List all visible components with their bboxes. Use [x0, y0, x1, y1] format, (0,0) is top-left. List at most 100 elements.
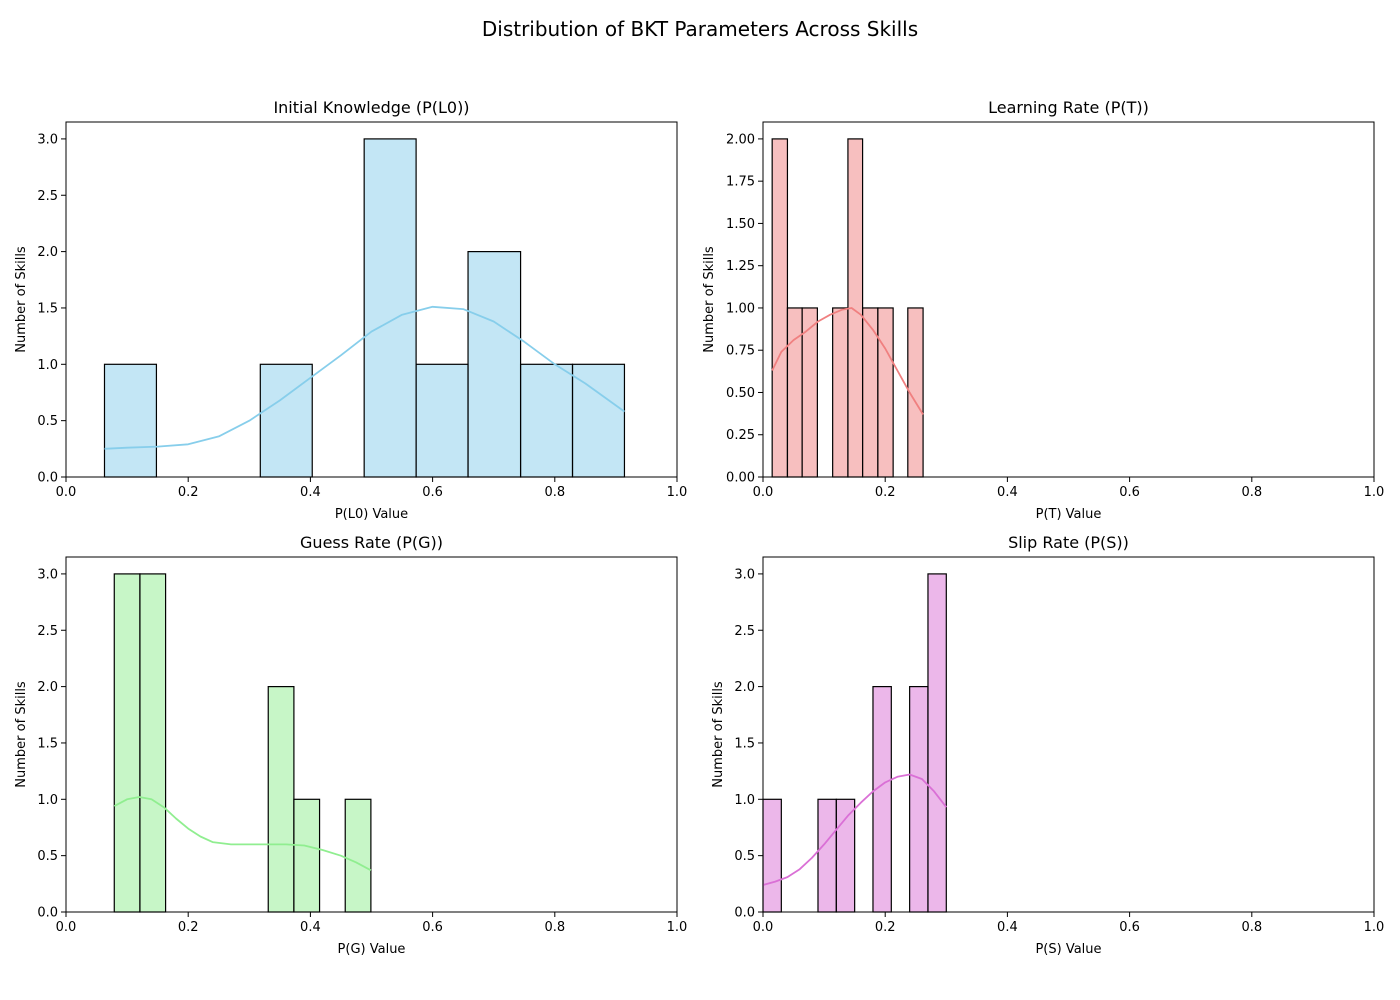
y-tick-label: 2.0 [37, 245, 58, 260]
y-tick-label: 2.5 [37, 189, 58, 204]
y-tick-label: 0.0 [734, 906, 755, 921]
histogram-bar-7 [872, 686, 892, 913]
x-tick-label: 0.8 [544, 485, 565, 500]
x-axis-label: P(S) Value [1035, 942, 1101, 957]
subplot-initial-knowledge: Initial Knowledge (P(L0)) 0.0 0.2 0.4 0.6 0.8… [14, 98, 687, 522]
histogram-bar-8 [877, 307, 894, 478]
x-tick-label: 1.0 [1364, 920, 1385, 935]
histogram-bar-8 [467, 251, 522, 478]
y-tick-label: 1.5 [734, 736, 755, 751]
x-tick-label: 0.0 [56, 920, 77, 935]
histogram-bar-8 [293, 798, 321, 913]
histogram-bar-2 [786, 307, 803, 478]
y-tick-label: 2.5 [734, 624, 755, 639]
x-tick-label: 0.6 [422, 920, 443, 935]
x-tick-label: 0.4 [300, 920, 321, 935]
x-tick-label: 0.4 [300, 485, 321, 500]
x-axis-ticks: 0.0 0.2 0.4 0.6 0.8 1.0 [56, 912, 688, 935]
subplot-slip-rate: Slip Rate (P(S)) 0.0 0.2 0.4 0.6 0.8 1.0 0.0 0.5… [711, 533, 1384, 957]
histogram-bar-1 [113, 573, 141, 913]
y-tick-label: 1.5 [37, 736, 58, 751]
x-tick-label: 0.8 [1241, 485, 1262, 500]
axes-frame [65, 556, 678, 913]
x-tick-label: 0.8 [544, 920, 565, 935]
kde-curve [104, 305, 626, 450]
axes-frame [762, 121, 1375, 478]
histogram-bar-1 [103, 363, 158, 478]
subplots: Initial Knowledge (P(L0)) 0.0 0.2 0.4 0.6 0.8… [14, 98, 1384, 957]
y-tick-label: 1.5 [37, 301, 58, 316]
histogram-bars [103, 138, 626, 478]
x-tick-label: 0.0 [753, 485, 774, 500]
subplot-learning-rate: Learning Rate (P(T))0.0 0.2 0.4 0.6 0.8 1.00.… [702, 98, 1384, 522]
x-tick-label: 0.2 [875, 920, 896, 935]
histogram-bar-5 [832, 307, 849, 478]
y-tick-label: 0.0 [37, 471, 58, 486]
y-tick-label: 3.0 [37, 567, 58, 582]
kde-curve [762, 773, 948, 886]
x-axis-ticks: 0.0 0.2 0.4 0.6 0.8 1.0 [753, 477, 1385, 500]
y-axis-label: Number of Skills [702, 246, 717, 353]
x-axis-ticks: 0.0 0.2 0.4 0.6 0.8 1.0 [56, 477, 688, 500]
y-tick-label: 0.5 [734, 849, 755, 864]
histogram-bar-2 [139, 573, 167, 913]
subplot-title: Learning Rate (P(T)) [988, 98, 1149, 117]
x-axis-ticks: 0.0 0.2 0.4 0.6 0.8 1.0 [753, 912, 1385, 935]
histogram-bar-10 [927, 573, 947, 913]
y-tick-label: 1.75 [726, 175, 755, 190]
x-tick-label: 0.6 [1119, 485, 1140, 500]
x-tick-label: 1.0 [667, 920, 688, 935]
y-axis-label: Number of Skills [14, 681, 29, 788]
x-tick-label: 0.6 [1119, 920, 1140, 935]
y-tick-label: 1.0 [37, 358, 58, 373]
x-tick-label: 0.2 [178, 485, 199, 500]
y-tick-label: 0.50 [726, 386, 755, 401]
histogram-bars [113, 573, 372, 913]
y-axis-ticks: 0.0 0.5 1.0 1.5 2.0 2.5 3.0 [37, 567, 66, 921]
axes-frame [65, 121, 678, 478]
y-tick-label: 0.5 [37, 414, 58, 429]
histogram-bar-10 [344, 798, 372, 913]
subplot-title: Slip Rate (P(S)) [1008, 533, 1129, 552]
x-tick-label: 0.2 [875, 485, 896, 500]
histogram-bar-10 [571, 363, 626, 478]
y-tick-label: 0.00 [726, 471, 755, 486]
y-tick-label: 3.0 [734, 567, 755, 582]
y-tick-label: 2.0 [734, 680, 755, 695]
histogram-bar-1 [762, 798, 782, 913]
histogram-bar-4 [817, 798, 837, 913]
y-tick-label: 1.25 [726, 259, 755, 274]
y-axis-ticks: 0.0 0.5 1.0 1.5 2.0 2.5 3.0 [734, 567, 763, 921]
y-axis-label: Number of Skills [14, 246, 29, 353]
x-tick-label: 0.0 [56, 485, 77, 500]
x-tick-label: 1.0 [1364, 485, 1385, 500]
x-tick-label: 0.0 [753, 920, 774, 935]
histogram-bar-5 [835, 798, 856, 913]
y-tick-label: 0.25 [726, 428, 755, 443]
histogram-bar-9 [519, 363, 574, 478]
figure-suptitle: Distribution of BKT Parameters Across Sk… [482, 17, 918, 41]
kde-curve [113, 796, 372, 872]
subplot-title: Guess Rate (P(G)) [300, 533, 443, 552]
y-tick-label: 1.00 [726, 301, 755, 316]
subplot-title: Initial Knowledge (P(L0)) [273, 98, 469, 117]
x-axis-label: P(L0) Value [335, 507, 408, 522]
subplot-guess-rate: Guess Rate (P(G))0.0 0.2 0.4 0.6 0.8 1.00.00.… [14, 533, 687, 957]
histogram-bar-6 [363, 138, 417, 478]
x-axis-label: P(T) Value [1036, 507, 1102, 522]
x-tick-label: 0.4 [997, 920, 1018, 935]
y-tick-label: 3.0 [37, 132, 58, 147]
histogram-bar-1 [771, 138, 789, 478]
y-tick-label: 0.5 [37, 849, 58, 864]
x-tick-label: 0.8 [1241, 920, 1262, 935]
kde-curve [771, 307, 924, 415]
y-axis-ticks: 0.0 0.5 1.0 1.5 2.0 2.5 3.0 [37, 132, 66, 486]
x-tick-label: 1.0 [667, 485, 688, 500]
y-tick-label: 2.0 [37, 680, 58, 695]
x-tick-label: 0.6 [422, 485, 443, 500]
y-tick-label: 2.5 [37, 624, 58, 639]
y-tick-label: 1.0 [37, 793, 58, 808]
histogram-bar-9 [909, 686, 929, 913]
y-axis-label: Number of Skills [711, 681, 726, 788]
